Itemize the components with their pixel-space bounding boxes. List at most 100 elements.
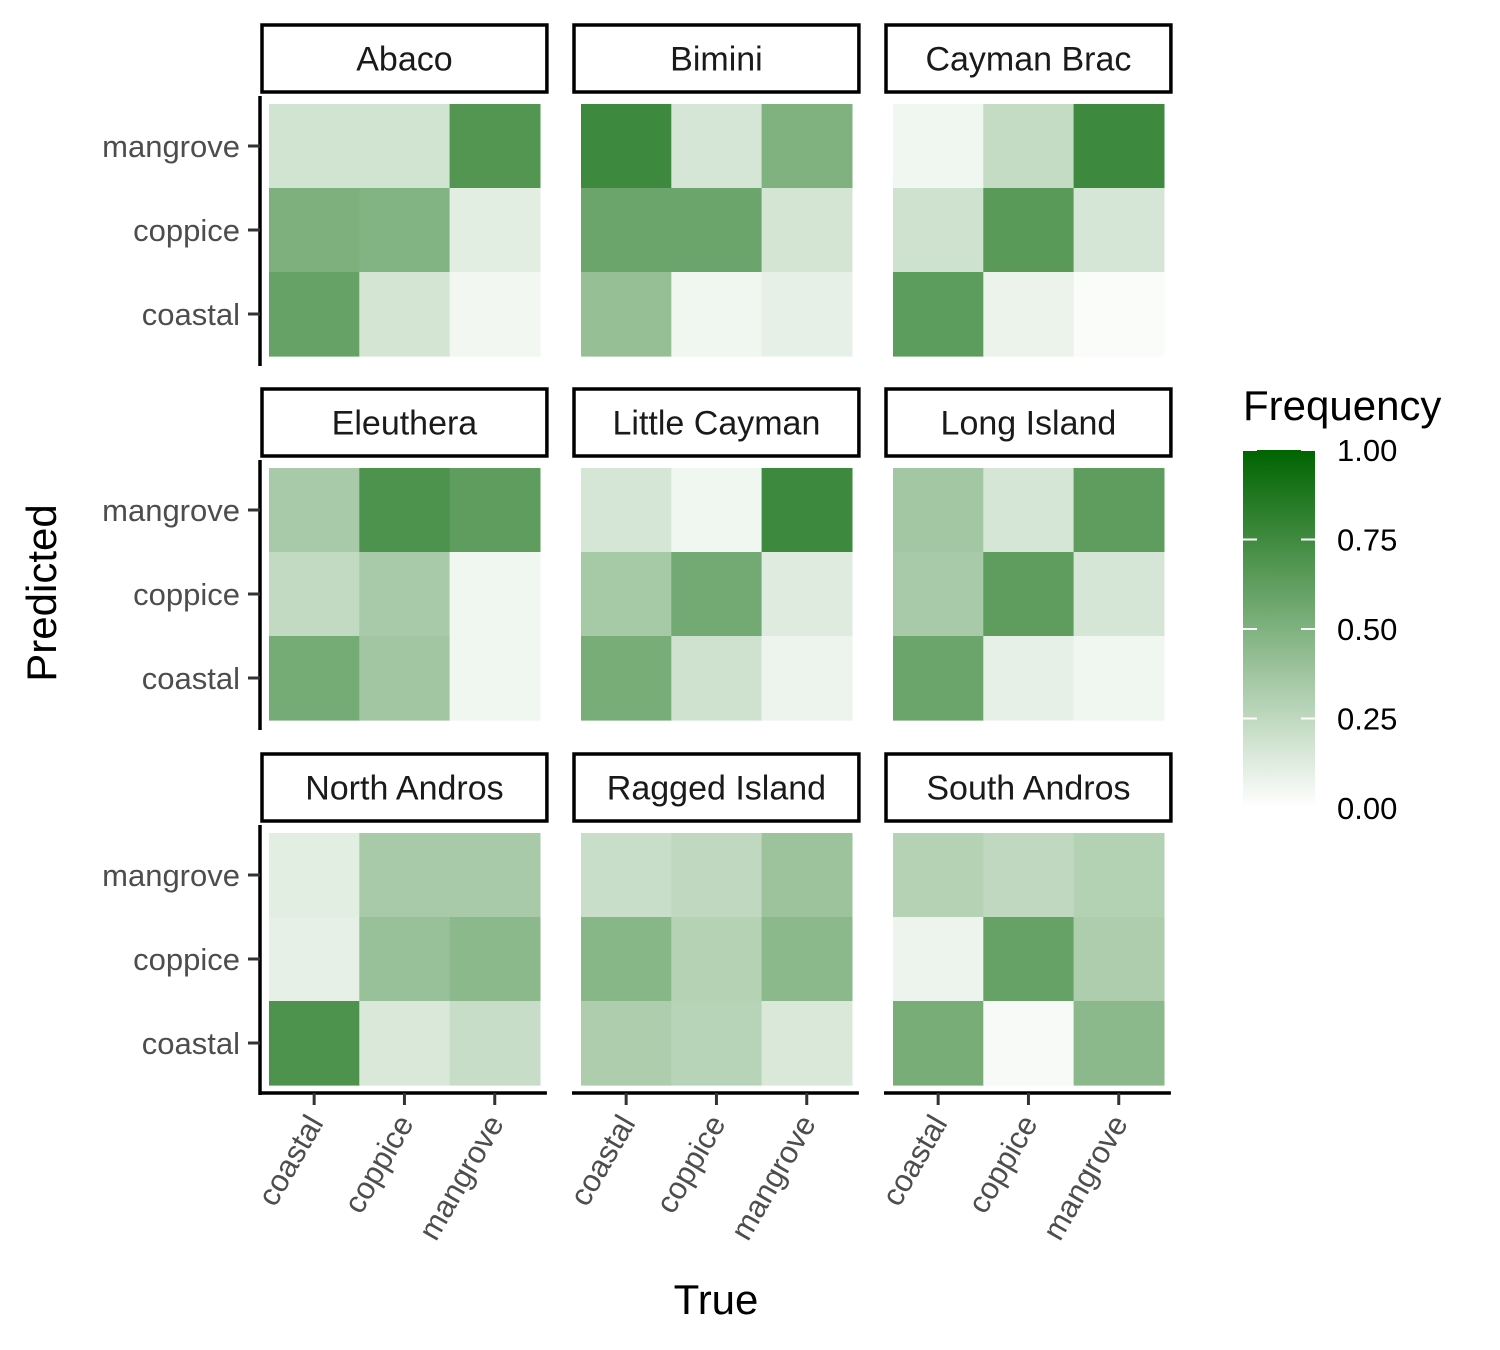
facet-panel: Cayman Brac — [884, 23, 1173, 357]
legend-tick-label: 0.75 — [1337, 523, 1397, 558]
heatmap-tile — [761, 272, 853, 357]
heatmap-tile — [671, 468, 763, 553]
heatmap-tile — [893, 552, 984, 637]
heatmap-tile — [671, 917, 763, 1002]
heatmap-tile — [581, 104, 672, 189]
heatmap-tile — [449, 636, 541, 721]
facet-panel: Long Island — [884, 387, 1173, 721]
heatmap-tile — [359, 636, 451, 721]
heatmap-tile — [449, 468, 541, 553]
heatmap-tile — [1073, 1001, 1165, 1086]
y-axis-title: Predicted — [18, 504, 65, 681]
heatmap-tile — [269, 552, 360, 637]
heatmap-tile — [761, 917, 853, 1002]
legend-tick-label: 1.00 — [1337, 433, 1397, 468]
heatmap-tile — [893, 104, 984, 189]
heatmap-tile — [269, 104, 360, 189]
facet-strip — [260, 387, 549, 458]
x-tick-label: coppice — [337, 1109, 421, 1219]
heatmap-tile — [671, 1001, 763, 1086]
heatmap-tile — [269, 468, 360, 553]
heatmap-tile — [983, 833, 1075, 918]
heatmap-tile — [761, 552, 853, 637]
facet-panel: North Androsmangrovecoppicecoastalcoasta… — [102, 752, 549, 1246]
facet-strip-label: South Andros — [926, 770, 1130, 808]
heatmap-tile — [581, 1001, 672, 1086]
heatmap-tile — [269, 917, 360, 1002]
y-tick-label: coppice — [133, 213, 240, 248]
heatmap-tile — [761, 636, 853, 721]
facet-panel: Little Cayman — [572, 387, 861, 721]
legend-title: Frequency — [1243, 382, 1441, 429]
heatmap-tile — [761, 1001, 853, 1086]
heatmap-tile — [359, 552, 451, 637]
heatmap-tile — [1073, 468, 1165, 553]
heatmap-tile — [269, 833, 360, 918]
heatmap-tile — [671, 272, 763, 357]
heatmap-tile — [449, 188, 541, 273]
heatmap-tile — [1073, 552, 1165, 637]
heatmap-tile — [671, 188, 763, 273]
facet-strip — [884, 23, 1173, 94]
heatmap-tile — [359, 104, 451, 189]
facet-strip-label: Ragged Island — [607, 770, 826, 808]
heatmap-tile — [581, 636, 672, 721]
heatmap-tile — [359, 1001, 451, 1086]
heatmap-tile — [449, 552, 541, 637]
facet-strip-label: North Andros — [305, 770, 503, 808]
y-tick-label: coastal — [142, 1026, 240, 1061]
heatmap-tile — [983, 104, 1075, 189]
heatmap-tile — [269, 272, 360, 357]
facet-strip-label: Bimini — [670, 41, 763, 79]
heatmap-tile — [983, 188, 1075, 273]
heatmap-tile — [581, 552, 672, 637]
heatmap-tile — [893, 468, 984, 553]
heatmap-tile — [671, 636, 763, 721]
heatmap-tile — [893, 272, 984, 357]
facet-strip — [884, 752, 1173, 823]
heatmap-tile — [449, 833, 541, 918]
heatmap-tile — [1073, 636, 1165, 721]
facet-panel: Eleuthera mangrove coppice coastal — [102, 387, 549, 730]
legend-tick-label: 0.00 — [1337, 791, 1397, 826]
heatmap-tile — [761, 833, 853, 918]
heatmap-tile — [983, 272, 1075, 357]
y-tick-label: coppice — [133, 577, 240, 612]
facet-strip-label: Eleuthera — [332, 405, 478, 443]
heatmap-tile — [761, 468, 853, 553]
facet-strip-label: Cayman Brac — [925, 41, 1131, 79]
heatmap-tile — [449, 104, 541, 189]
x-tick-label: coppice — [961, 1109, 1045, 1219]
facet-strip-label: Long Island — [941, 405, 1117, 443]
heatmap-tile — [983, 917, 1075, 1002]
heatmap-tile — [893, 833, 984, 918]
legend-tick-label: 0.50 — [1337, 612, 1397, 647]
heatmap-tile — [671, 104, 763, 189]
facet-strip — [572, 387, 861, 458]
y-tick-label: mangrove — [102, 129, 240, 164]
heatmap-tile — [581, 833, 672, 918]
heatmap-tile — [893, 1001, 984, 1086]
heatmap-tile — [449, 917, 541, 1002]
heatmap-tile — [359, 188, 451, 273]
facet-strip — [260, 752, 549, 823]
heatmap-tile — [893, 636, 984, 721]
legend-ticks: 0.00 0.25 0.50 0.75 1.00 — [1243, 433, 1397, 826]
y-tick-label: coastal — [142, 661, 240, 696]
color-legend: Frequency 0.00 0.25 0.50 0.75 1.00 — [1243, 382, 1441, 826]
facet-strip — [884, 387, 1173, 458]
heatmap-tile — [359, 833, 451, 918]
y-tick-label: mangrove — [102, 858, 240, 893]
x-tick-label: coppice — [649, 1109, 733, 1219]
heatmap-tile — [983, 552, 1075, 637]
heatmap-tile — [359, 272, 451, 357]
heatmap-tile — [269, 636, 360, 721]
facet-strip — [260, 23, 549, 94]
x-tick-label: coastal — [875, 1109, 954, 1212]
x-tick-label: coastal — [251, 1109, 330, 1212]
facet-strip — [572, 23, 861, 94]
y-tick-label: mangrove — [102, 493, 240, 528]
